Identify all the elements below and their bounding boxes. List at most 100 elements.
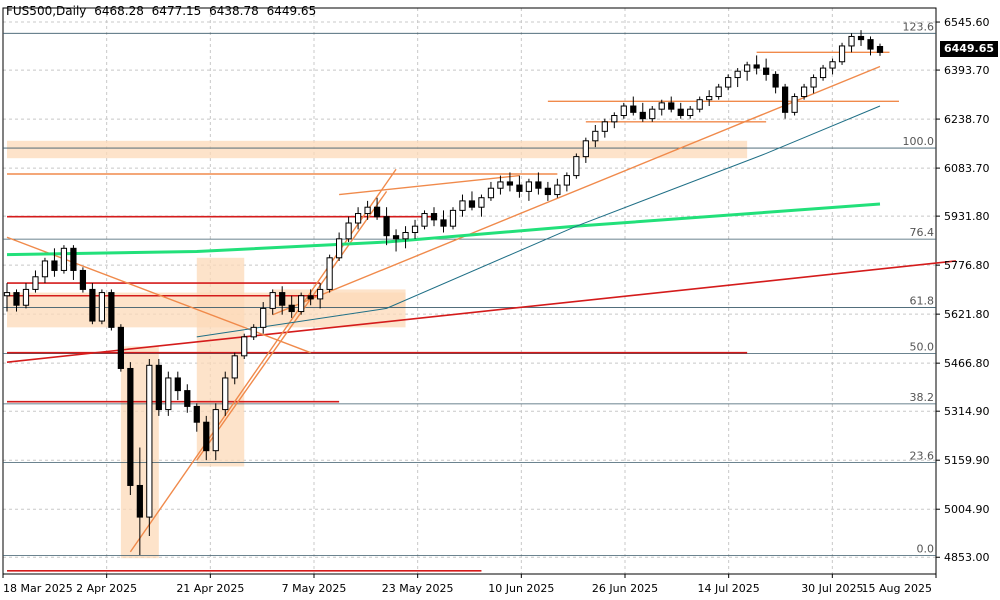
candle [317,283,324,309]
candle-body [687,108,694,117]
candle [791,93,798,116]
candle [535,172,542,195]
candle [620,102,627,119]
candle [763,58,770,81]
candle-body [421,213,428,227]
candle-body [630,105,637,113]
y-tick-label: 5931.80 [944,210,990,223]
candle-body [298,295,305,313]
candle [269,289,276,315]
candle-body [867,39,874,50]
candles [3,30,884,556]
candle [222,371,229,416]
candle-body [32,276,39,290]
candle-body [3,292,11,297]
candle [60,245,68,274]
time-axis[interactable]: 18 Mar 2025 2 Apr 2025 21 Apr 2025 7 May 20… [2,574,937,595]
candle-body [478,197,485,208]
candle-body [288,304,295,313]
candle-body [563,175,570,186]
candle [601,118,608,138]
candle [354,207,362,230]
candle [203,415,210,461]
candle [146,358,153,537]
x-tick-label: 14 Jul 2025 [698,582,760,595]
y-tick-label: 6083.70 [944,162,990,175]
candle-body [127,367,134,486]
candle [22,283,30,309]
candle-body [250,326,257,338]
candle-body [89,288,96,322]
y-tick-label: 5314.90 [944,405,990,418]
candle-body [696,99,703,110]
chart-title: FUS500,Daily 6468.28 6477.15 6438.78 644… [6,4,320,18]
shaded-zone [272,289,406,309]
candle [706,90,713,107]
candle [51,248,58,277]
candle-body [668,102,675,110]
candle-body [241,336,248,357]
candle [497,175,504,195]
candle-body [51,260,58,271]
candle-body [706,96,713,101]
close-value: 6449.65 [266,4,317,18]
candle-body [772,73,779,88]
candle-body [260,307,267,328]
candle-body [620,105,627,117]
candle [677,102,684,119]
candle [3,283,11,312]
candle-body [487,187,495,199]
candle [544,181,551,201]
x-tick-label: 23 May 2025 [382,582,454,595]
candle [383,207,390,246]
y-tick-label: 5466.80 [944,357,990,370]
candle-body [753,64,760,69]
x-tick-label: 7 May 2025 [282,582,347,595]
candle-body [876,45,884,53]
candle-body [402,232,409,240]
candle-body [136,484,143,518]
candle [260,302,267,334]
candle [402,226,409,249]
candle-body [829,61,836,69]
candle-body [468,200,476,208]
candle-body [155,364,162,411]
candle [411,219,419,239]
y-tick-label: 5004.90 [944,503,990,516]
ma-teal-line [196,105,881,338]
candle [32,270,39,293]
candle [668,96,675,113]
candle-body [203,421,210,452]
orange-trend-line [6,236,311,354]
candle-body [336,238,343,259]
candle-body [601,121,608,132]
candle [800,83,808,100]
candle-body [269,292,276,309]
candle [696,96,703,113]
trend-lines [6,51,956,572]
candle [725,74,732,91]
candle-body [22,288,30,306]
candle-body [582,140,589,158]
candle-body [763,67,770,75]
candle [117,324,124,372]
candle-body [326,257,333,290]
candle [440,210,447,233]
y-tick-label: 5776.80 [944,259,990,272]
y-tick-label: 5159.90 [944,454,990,467]
candle-body [345,222,352,240]
candle-body [13,292,20,306]
candle-body [725,77,732,88]
fib-label: 123.6 [903,20,935,33]
candle [298,292,305,315]
candle [525,178,533,201]
candle-body [212,409,219,452]
candle [857,30,865,46]
candle-body [677,108,684,117]
zones [7,140,748,559]
candle [876,43,884,56]
price-axis[interactable]: 6545.60 6393.70 6238.70 6083.70 5931.80 5776.… [936,16,990,564]
candle-body [146,364,153,518]
candle-body [307,295,314,300]
